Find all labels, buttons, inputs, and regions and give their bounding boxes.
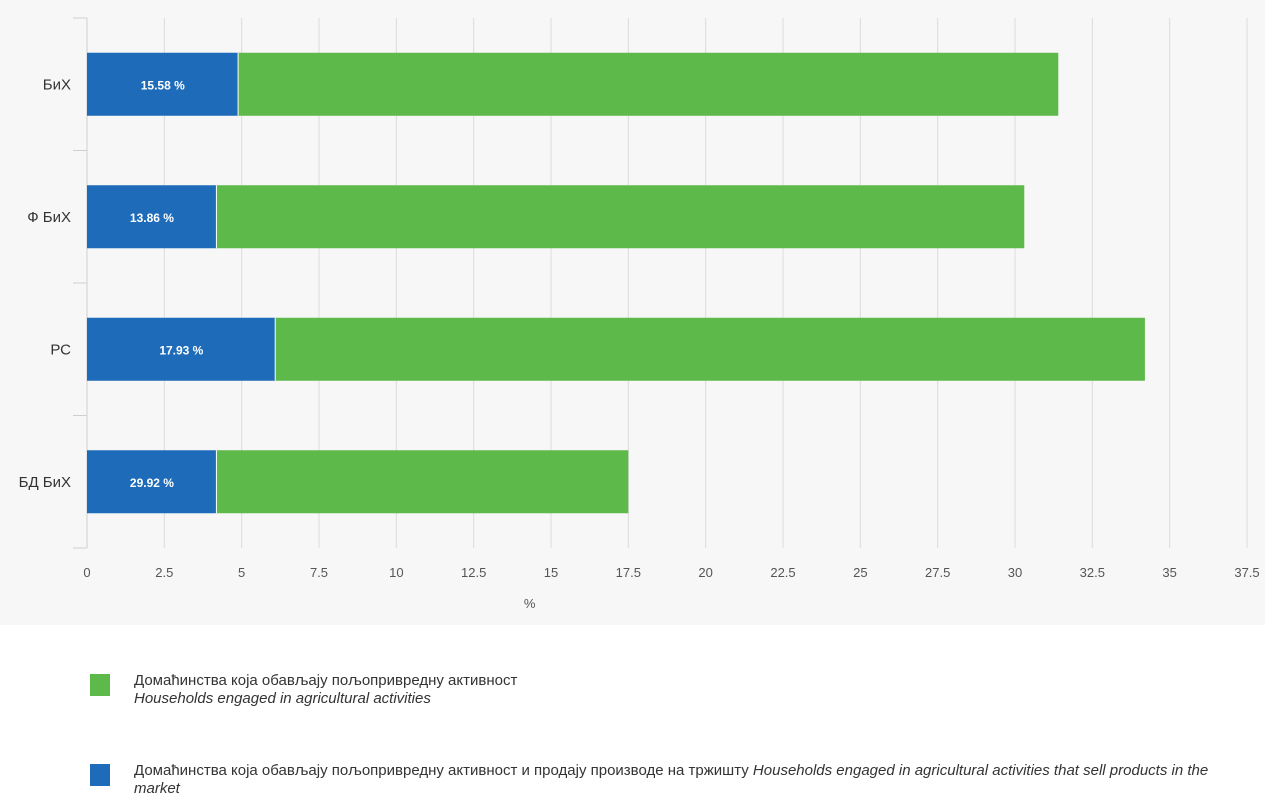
data-label: 15.58 % [141, 78, 185, 92]
legend-label: Домаћинства која обављају пољопривредну … [134, 762, 1240, 798]
x-tick-label: 37.5 [1234, 565, 1259, 580]
x-tick-label: 35 [1162, 565, 1176, 580]
category-label: Ф БиХ [27, 209, 71, 226]
x-tick-label: 12.5 [461, 565, 486, 580]
x-tick-label: 27.5 [925, 565, 950, 580]
x-tick-label: 0 [83, 565, 90, 580]
x-tick-label: 15 [544, 565, 558, 580]
legend-label-sr: Домаћинства која обављају пољопривредну … [134, 762, 749, 779]
bar-segment-agricultural [216, 185, 1025, 249]
data-label: 17.93 % [159, 343, 203, 357]
bar-segment-market [87, 450, 217, 514]
x-tick-label: 30 [1008, 565, 1022, 580]
category-label: РС [50, 341, 71, 358]
legend-label-sr: Домаћинства која обављају пољопривредну … [134, 672, 518, 689]
data-label: 29.92 % [130, 476, 174, 490]
x-tick-label: 32.5 [1080, 565, 1105, 580]
legend-item-sell-market: Домаћинства која обављају пољопривредну … [90, 762, 1240, 798]
bar-segment-agricultural [275, 317, 1145, 381]
chart-area: 0 2.5 5 7.5 10 12.5 15 17.5 20 22.5 25 27.5 30 32.5 35… [18, 17, 1260, 611]
x-tick-label: 17.5 [616, 565, 641, 580]
legend-swatch-blue [90, 764, 110, 786]
bar-segment-market [87, 52, 239, 116]
x-tick-label: 10 [389, 565, 403, 580]
category-label: БиХ [43, 76, 71, 93]
x-tick-label: 2.5 [155, 565, 173, 580]
category-label: БД БиХ [19, 474, 71, 491]
x-axis-title: % [524, 596, 536, 611]
x-tick-label: 22.5 [770, 565, 795, 580]
bar-segment-market [87, 317, 276, 381]
x-tick-label: 25 [853, 565, 867, 580]
data-label: 13.86 % [130, 211, 174, 225]
legend-label-en: Households engaged in agricultural activ… [134, 762, 1209, 797]
x-tick-label: 20 [698, 565, 712, 580]
bar-segment-market [87, 185, 217, 249]
x-tick-label: 5 [238, 565, 245, 580]
legend-item-agricultural: Домаћинства која обављају пољопривредну … [90, 672, 517, 708]
legend-label: Домаћинства која обављају пољопривредну … [134, 672, 517, 708]
bar-chart: 0 2.5 5 7.5 10 12.5 15 17.5 20 22.5 25 27.5 30 32.5 35… [19, 17, 1260, 611]
legend-label-en: Households engaged in agricultural activ… [134, 690, 431, 707]
bar-segment-agricultural [216, 450, 629, 514]
x-tick-label: 7.5 [310, 565, 328, 580]
legend-swatch-green [90, 674, 110, 696]
bar-segment-agricultural [238, 52, 1059, 116]
